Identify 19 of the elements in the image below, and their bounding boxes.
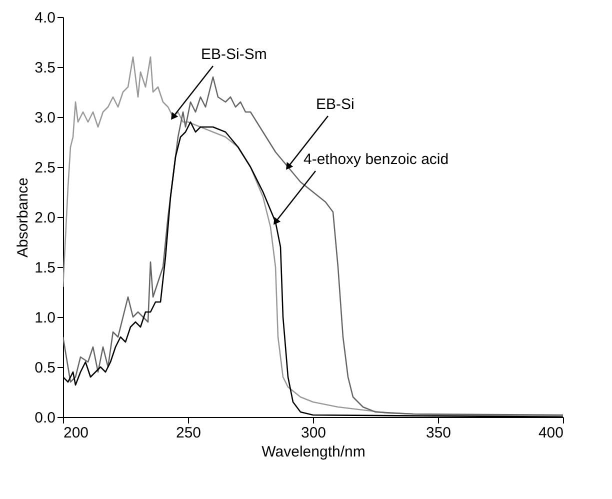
y-axis-title: Absorbance bbox=[14, 177, 32, 258]
x-tick-label: 200 bbox=[64, 424, 89, 442]
annotation: 4-ethoxy benzoic acid bbox=[304, 151, 449, 168]
x-tick-label: 300 bbox=[300, 424, 326, 442]
x-tick-label: 400 bbox=[538, 424, 564, 442]
y-tick-label: 1.5 bbox=[34, 260, 56, 276]
y-tick-label: 3.5 bbox=[34, 60, 56, 76]
y-tick-label: 2.5 bbox=[34, 160, 56, 176]
y-tick-label: 3.0 bbox=[34, 110, 56, 126]
y-tick-label: 2.0 bbox=[34, 210, 56, 226]
annotation: EB-Si-Sm bbox=[201, 46, 267, 63]
y-tick-label: 4.0 bbox=[34, 10, 56, 26]
x-axis-title: Wavelength/nm bbox=[262, 444, 366, 460]
x-tick-label: 350 bbox=[426, 424, 452, 442]
y-tick-label: 0.5 bbox=[34, 360, 56, 376]
x-tick-label: 250 bbox=[176, 424, 202, 442]
y-tick-label: 1.0 bbox=[34, 310, 56, 326]
annotation: EB-Si bbox=[316, 96, 354, 113]
y-tick-label: 0.0 bbox=[34, 410, 56, 426]
